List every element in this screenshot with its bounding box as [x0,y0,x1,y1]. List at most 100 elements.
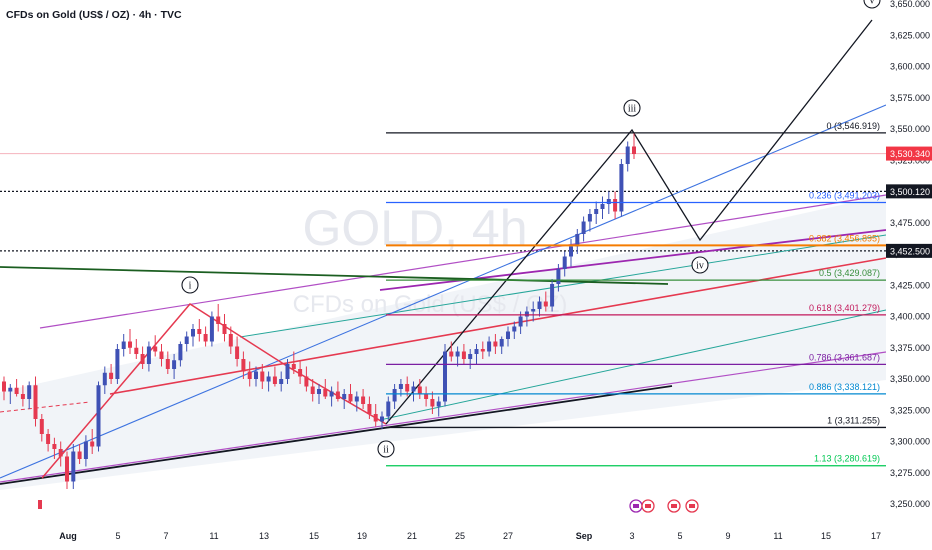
wave-label-circle [691,256,709,274]
candle-body [27,385,32,399]
candle [348,384,353,404]
price-tick-label: 3,250.000 [890,499,930,509]
economic-event-icon [629,499,643,513]
candle [474,344,479,364]
candle [165,351,170,374]
candle-body [71,451,76,482]
candle-body [613,199,618,212]
candle [65,451,69,489]
candle-body [417,386,422,394]
candle [367,396,372,419]
candle-body [594,209,599,214]
price-tick-label: 3,625.000 [890,30,930,40]
candle [197,319,202,342]
candle-body [354,396,359,402]
wave-label-iii: iii [623,99,641,117]
background-layer [0,195,886,490]
candle-body [8,387,13,392]
candle-body [499,339,504,347]
candle-body [323,389,328,397]
time-tick-label: 17 [871,531,881,541]
channel-shade [0,195,886,490]
candle-body [512,326,517,332]
fib-label-0.236: 0.236 (3,491.203) [809,190,880,200]
candle [58,441,63,467]
candle [625,141,630,172]
candle [361,389,366,409]
candle-body [436,401,441,407]
candle [96,381,101,452]
candle [20,385,25,407]
candle-body [134,347,139,354]
fib-label-0.786: 0.786 (3,361.687) [809,352,880,362]
chart-title: CFDs on Gold (US$ / OZ) · 4h · TVC [6,9,182,21]
candle [323,379,328,399]
candle-body [537,301,542,309]
candle-body [279,379,284,384]
price-tick-label: 3,300.000 [890,437,930,447]
candle-body [386,401,391,417]
candle-body [632,146,636,154]
candle-body [77,451,82,459]
candle [556,264,561,292]
candle [405,376,410,397]
candle-body [254,371,258,379]
candle-body [178,344,183,361]
candle-body [619,164,624,212]
candle-body [569,246,573,257]
candle-body [90,441,95,447]
candle-body [228,334,233,347]
fibonacci-layer: 0 (3,546.919) 0.236 (3,491.203) 0.382 (3,4… [386,121,886,467]
blue-trendline [0,104,887,479]
candle [172,354,177,379]
wave-label-text: i [189,281,192,292]
price-tick-label: 3,350.000 [890,374,930,384]
candle-body [247,371,252,379]
candle [153,335,158,357]
candle-body [443,351,447,402]
price-tick-label: 3,650.000 [890,0,930,9]
candle [632,132,636,159]
candle-body [298,369,303,377]
candle [228,326,233,354]
candle [499,336,504,354]
time-tick-label: 25 [455,531,465,541]
candle [569,239,573,267]
candle-body [2,381,6,392]
time-tick-label: 3 [629,531,634,541]
time-tick-label: 7 [163,531,168,541]
candle [550,279,555,312]
candle [310,379,315,402]
candle-body [361,396,366,404]
candle-body [184,336,189,344]
candle [524,306,529,327]
candle [537,296,542,317]
candle-body [197,329,202,334]
candle-body [405,384,410,392]
candle-body [606,199,611,204]
candle [203,326,208,347]
fib-label-1.13: 1.13 (3,280.619) [814,454,880,464]
economic-event-icon [685,499,699,513]
candle-body [203,334,208,342]
candle [291,351,296,374]
candle [8,384,13,404]
candle [531,301,536,322]
price-tick-label: 3,400.000 [890,312,930,322]
candle-body [587,214,592,222]
candle [140,346,145,369]
candle [191,324,195,347]
price-tick-label: 3,425.000 [890,280,930,290]
candle [52,437,57,459]
candle [39,414,44,442]
time-axis-background [0,524,886,550]
economic-event-icon [667,499,681,513]
wave-label-v: v [863,0,881,9]
candle-body [329,391,334,397]
price-tick-label: 3,600.000 [890,62,930,72]
candle-body [480,349,485,352]
candle [600,196,605,219]
